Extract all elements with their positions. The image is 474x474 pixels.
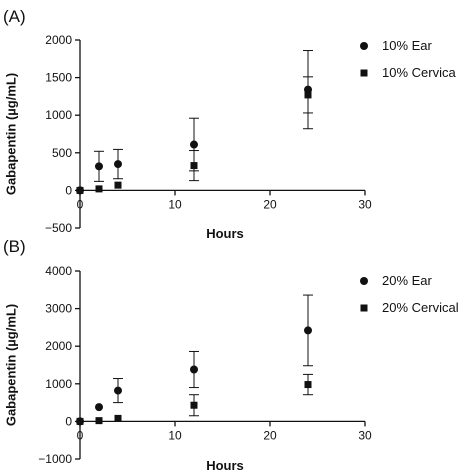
y-tick-label: 1500 bbox=[45, 71, 72, 85]
legend-label: 10% Ear bbox=[382, 38, 433, 53]
data-point-circle bbox=[95, 403, 103, 412]
data-point-square bbox=[76, 417, 84, 425]
y-tick-label: 500 bbox=[52, 146, 72, 160]
y-tick-label: 2000 bbox=[45, 33, 72, 47]
data-point-square bbox=[95, 417, 103, 425]
x-tick-label: 0 bbox=[77, 197, 84, 211]
panel-a: (A) 2000 1500 1000 500 0 −500 0 10 20 30 Hours Gabap… bbox=[3, 7, 456, 241]
y-axis-title: Gabapentin (µg/mL) bbox=[3, 304, 18, 426]
y-axis-title: Gabapentin (µg/mL) bbox=[3, 73, 18, 195]
data-point-square bbox=[304, 91, 312, 99]
x-tick-label: 30 bbox=[358, 197, 372, 211]
data-point-circle bbox=[114, 160, 122, 169]
y-tick-label: 0 bbox=[65, 183, 72, 197]
panel-label: (A) bbox=[3, 7, 26, 26]
x-tick-label: 10 bbox=[168, 428, 182, 442]
legend-marker-square bbox=[360, 304, 368, 312]
data-point-square bbox=[76, 186, 84, 194]
legend-marker-square bbox=[360, 69, 368, 77]
data-point-square bbox=[95, 185, 103, 193]
legend-label: 20% Cervical bbox=[382, 300, 459, 315]
x-tick-label: 30 bbox=[358, 428, 372, 442]
y-tick-label: 1000 bbox=[45, 108, 72, 122]
data-point-circle bbox=[95, 162, 103, 171]
data-point-square bbox=[190, 401, 198, 409]
data-point-square bbox=[114, 181, 122, 189]
y-tick-label: 0 bbox=[65, 414, 72, 428]
series-square bbox=[76, 373, 313, 425]
data-point-square bbox=[304, 381, 312, 389]
y-tick-label: 2000 bbox=[45, 339, 72, 353]
series-square bbox=[76, 76, 313, 194]
data-point-square bbox=[114, 414, 122, 422]
x-axis-title: Hours bbox=[206, 226, 244, 241]
data-point-circle bbox=[190, 365, 198, 374]
y-tick-label: 1000 bbox=[45, 377, 72, 391]
x-tick-label: 20 bbox=[263, 197, 277, 211]
x-tick-label: 20 bbox=[263, 428, 277, 442]
x-tick-label: 0 bbox=[77, 428, 84, 442]
panel-b: (B) 4000 3000 2000 1000 0 −1000 0 10 20 30 Hours Gab… bbox=[3, 237, 459, 473]
x-axis-title: Hours bbox=[206, 458, 244, 473]
legend-marker-circle bbox=[360, 42, 368, 50]
data-point-square bbox=[190, 162, 198, 170]
data-point-circle bbox=[114, 386, 122, 395]
data-point-circle bbox=[190, 140, 198, 149]
y-tick-label: −500 bbox=[45, 221, 72, 235]
panel-label: (B) bbox=[3, 237, 26, 256]
legend-label: 20% Ear bbox=[382, 273, 433, 288]
data-point-circle bbox=[304, 326, 312, 335]
y-tick-label: 4000 bbox=[45, 264, 72, 278]
legend-marker-circle bbox=[360, 277, 368, 285]
x-tick-label: 10 bbox=[168, 197, 182, 211]
y-tick-label: 3000 bbox=[45, 302, 72, 316]
legend-label: 10% Cervica bbox=[382, 65, 456, 80]
y-tick-label: −1000 bbox=[38, 452, 72, 466]
